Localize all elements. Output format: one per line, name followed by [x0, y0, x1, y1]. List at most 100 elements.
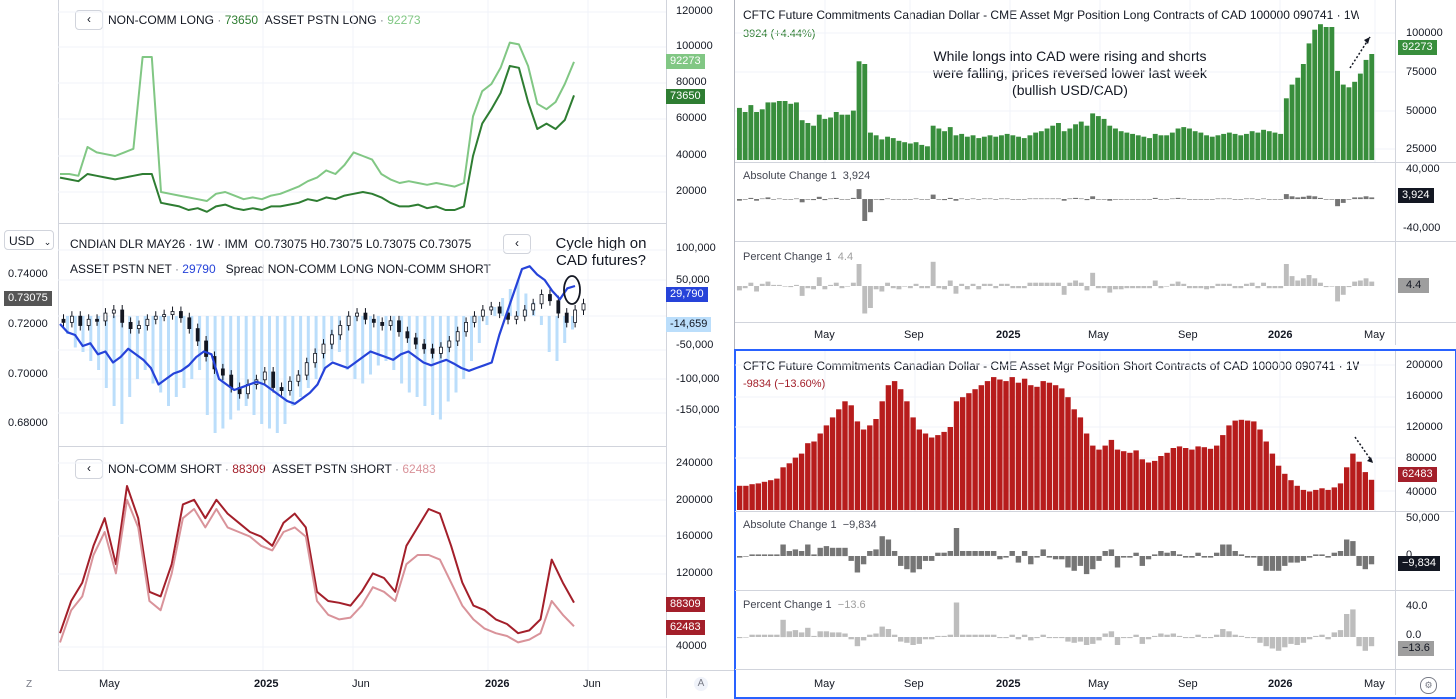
right-top-div1[interactable] — [735, 162, 1456, 163]
badge-short-pct: −13.6 — [1398, 641, 1434, 656]
long-abs-bar — [976, 199, 982, 200]
long-bar — [999, 135, 1004, 160]
corner-z-button[interactable]: Z — [26, 679, 33, 690]
short-bar — [1251, 421, 1257, 510]
long-bar — [1175, 128, 1181, 160]
long-chart-title[interactable]: CFTC Future Commitments Canadian Dollar … — [743, 8, 1359, 22]
long-bar — [1107, 125, 1113, 160]
short-pct-bar — [823, 631, 830, 638]
top-right-x-tick: Sep — [1178, 329, 1198, 341]
short-abs-value: −9,834 — [842, 519, 877, 531]
long-pct-bar — [794, 284, 799, 286]
long-pct-bar — [890, 286, 896, 289]
short-abs-bar — [1238, 554, 1245, 556]
spread-bar — [283, 316, 287, 424]
short-abs-bar — [1226, 544, 1232, 556]
short-abs-bar — [836, 547, 842, 557]
short-pct-bar — [941, 635, 947, 637]
long-pct-bar — [1278, 286, 1284, 289]
pane-divider-2[interactable] — [58, 446, 666, 447]
long-bar — [993, 136, 999, 160]
long-bar — [964, 136, 970, 160]
settings-gear-icon[interactable]: ⚙ — [1420, 677, 1437, 694]
spread-bar — [167, 316, 170, 406]
long-pct-bar — [850, 282, 856, 286]
long-bar — [959, 133, 965, 160]
long-bar — [1272, 132, 1278, 160]
long-bar — [868, 132, 873, 160]
long-abs-bar — [816, 196, 822, 199]
short-bar — [1059, 388, 1065, 510]
long-bar — [890, 138, 896, 160]
short-pct-bar — [1350, 609, 1356, 637]
spread-bar — [462, 316, 466, 379]
spread-bar — [547, 316, 551, 352]
long-bar — [902, 142, 908, 160]
short-bar — [910, 417, 916, 510]
long-abs-bar — [1187, 199, 1192, 200]
candle — [531, 303, 536, 311]
long-pct-bar — [868, 286, 873, 308]
collapse-legend-button[interactable]: ‹ — [75, 10, 103, 30]
short-chart-change: -9834 (−13.60%) — [743, 378, 826, 390]
short-pct-bar — [1114, 637, 1121, 645]
symbol-title[interactable]: CNDIAN DLR MAY26 · 1W · IMM — [70, 237, 248, 251]
short-bar — [1356, 461, 1362, 510]
long-bar — [1300, 64, 1306, 160]
long-pct-bar — [833, 282, 839, 286]
long-bar — [936, 128, 942, 160]
short-bar — [1238, 419, 1245, 510]
spread-bar — [493, 307, 497, 316]
bottom-left-y-tick: 40000 — [676, 640, 707, 652]
short-bar — [1121, 451, 1127, 510]
long-abs-bar — [1323, 199, 1329, 200]
short-abs-bar — [898, 556, 904, 566]
spread-bar — [229, 316, 233, 420]
long-bar — [907, 143, 913, 160]
short-pct-bar — [1337, 630, 1344, 637]
long-pct-bar — [839, 286, 845, 289]
short-bar — [972, 389, 978, 510]
right-bot-div1[interactable] — [735, 511, 1454, 512]
candle — [187, 317, 192, 330]
short-pct-bar — [1220, 629, 1226, 637]
candle — [296, 374, 301, 382]
long-bar — [1078, 121, 1084, 160]
long-pct-bar — [999, 283, 1004, 286]
long-abs-bar — [942, 199, 947, 201]
long-abs-tick-top: 40,000 — [1406, 163, 1440, 175]
long-abs-bar — [1255, 199, 1261, 200]
long-bar — [885, 136, 890, 160]
currency-selector[interactable]: USD ⌄ — [4, 230, 54, 250]
long-bar — [1095, 116, 1101, 160]
long-abs-bar — [964, 199, 970, 200]
short-pct-bar — [991, 634, 997, 637]
right-top-div2[interactable] — [735, 241, 1456, 242]
bottom-right-x-tick: 2025 — [996, 678, 1021, 690]
right-bot-div2[interactable] — [735, 590, 1454, 591]
short-pct-bar — [1226, 631, 1232, 638]
short-abs-bar — [1319, 554, 1325, 556]
long-pct-bar — [1209, 286, 1215, 289]
long-abs-bar — [794, 198, 799, 200]
short-bar — [1065, 397, 1071, 510]
collapse-legend-button-2[interactable]: ‹ — [503, 234, 531, 254]
short-bar — [1207, 448, 1214, 510]
short-pct-bar — [1077, 637, 1084, 642]
short-chart-title[interactable]: CFTC Future Commitments Canadian Dollar … — [743, 359, 1359, 373]
candle — [329, 334, 334, 345]
long-pct-bar — [1010, 286, 1016, 289]
long-pct-bar — [759, 283, 765, 286]
badge-spread: -14,659 — [666, 317, 712, 332]
long-bar — [1369, 54, 1375, 160]
short-y-tick: 80000 — [1406, 452, 1437, 464]
corner-a-button[interactable]: A — [694, 677, 708, 691]
long-abs-bar — [759, 198, 765, 200]
short-pct-bar — [947, 634, 953, 637]
long-pct-bar — [1340, 286, 1346, 295]
long-abs-bar — [1073, 197, 1078, 199]
short-abs-bar — [1083, 556, 1090, 575]
pane-divider-1[interactable] — [58, 223, 666, 224]
long-abs-bar — [1352, 197, 1358, 200]
short-abs-tick-top: 50,000 — [1406, 512, 1440, 524]
